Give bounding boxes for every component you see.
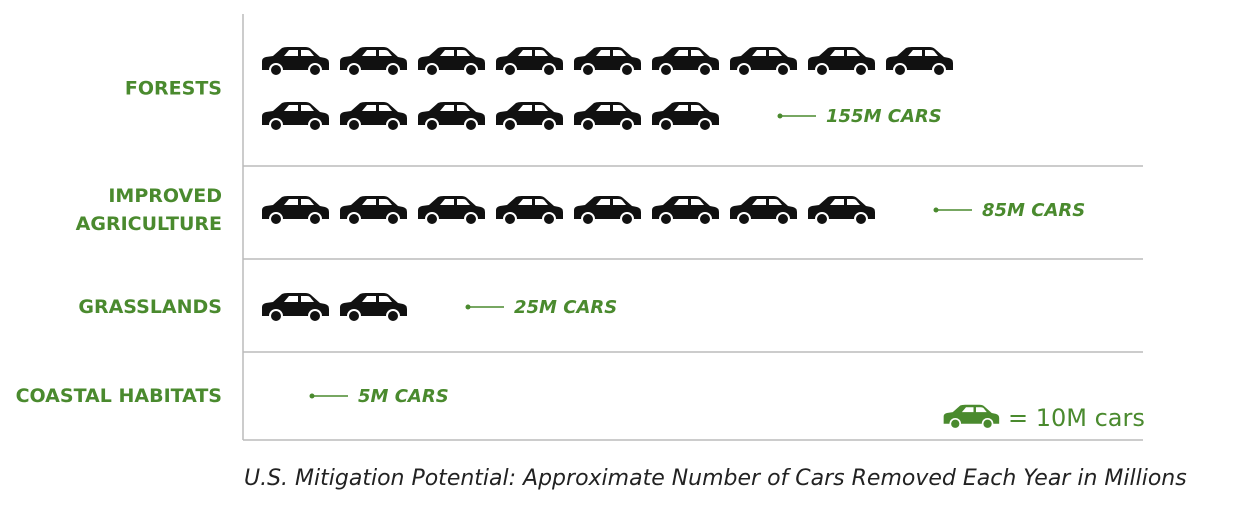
category-label-line: COASTAL HABITATS (16, 385, 222, 407)
car-icon (573, 101, 642, 131)
car-icon (339, 101, 408, 131)
car-icon (417, 101, 486, 131)
legend: = 10M cars (942, 403, 1145, 432)
car-icon (651, 46, 720, 76)
car-icon (807, 46, 876, 76)
category-label-line: IMPROVED (108, 185, 222, 207)
car-icon (495, 46, 564, 76)
car-icon (942, 403, 1000, 429)
car-icon (417, 195, 486, 225)
value-label: 5M CARS (358, 386, 449, 407)
car-icon (339, 195, 408, 225)
car-icon (495, 101, 564, 131)
car-icon (339, 292, 408, 322)
legend-label: = 10M cars (1008, 404, 1145, 432)
category-label: GRASSLANDS (78, 296, 222, 318)
category-row: FORESTS 155M CARS (125, 46, 954, 131)
car-icon (807, 195, 876, 225)
category-row: IMPROVED AGRICULTURE 85M CARS (76, 185, 1086, 235)
car-icon (261, 195, 330, 225)
category-row: COASTAL HABITATS 5M CARS (16, 381, 449, 411)
car-icon (261, 292, 330, 322)
chart-rows: FORESTS 155M CARS IMPROVED AGRICULTURE 85M C… (16, 14, 1143, 441)
category-label-line: GRASSLANDS (78, 296, 222, 318)
car-icon (495, 195, 564, 225)
value-label: 85M CARS (982, 200, 1085, 221)
category-label-line: AGRICULTURE (76, 213, 222, 235)
chart-caption: U.S. Mitigation Potential: Approximate N… (244, 466, 1187, 491)
car-icon (651, 101, 720, 131)
category-row: GRASSLANDS 25M CARS (78, 292, 617, 322)
category-label: COASTAL HABITATS (16, 385, 222, 407)
caption-italic: U.S. Mitigation Potential: (244, 466, 516, 491)
category-label: FORESTS (125, 78, 222, 100)
car-icon (417, 46, 486, 76)
car-icon (261, 46, 330, 76)
value-label: 25M CARS (514, 297, 617, 318)
car-icon (261, 101, 330, 131)
car-icon (573, 195, 642, 225)
category-label: IMPROVED AGRICULTURE (76, 185, 222, 235)
car-icon (573, 46, 642, 76)
caption-rest: Approximate Number of Cars Removed Each … (516, 466, 1187, 491)
car-icon (729, 195, 798, 225)
car-icon (339, 46, 408, 76)
car-icon (885, 46, 954, 76)
category-label-line: FORESTS (125, 78, 222, 100)
value-label: 155M CARS (826, 106, 942, 127)
car-icon (729, 46, 798, 76)
car-icon (651, 195, 720, 225)
